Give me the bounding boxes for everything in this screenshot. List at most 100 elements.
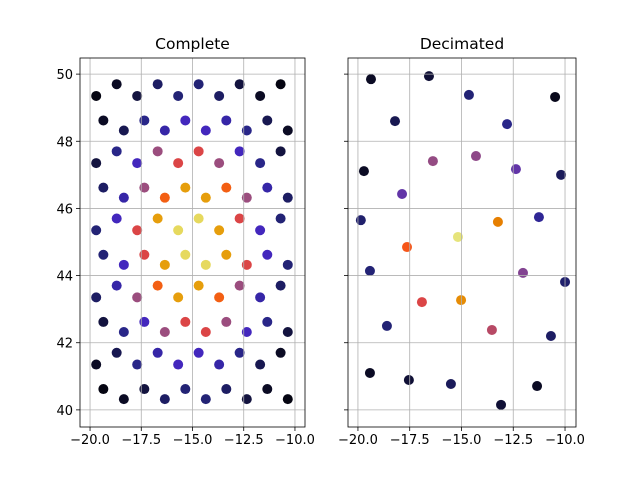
point bbox=[214, 90, 225, 101]
point bbox=[118, 326, 129, 337]
point bbox=[241, 259, 252, 270]
x-tick-label: −17.5 bbox=[121, 433, 161, 448]
point bbox=[193, 280, 204, 291]
point bbox=[111, 347, 122, 358]
point bbox=[118, 125, 129, 136]
points bbox=[91, 79, 293, 405]
point bbox=[200, 394, 211, 405]
point bbox=[159, 326, 170, 337]
point bbox=[452, 231, 463, 242]
point bbox=[241, 192, 252, 203]
point bbox=[221, 249, 232, 260]
point bbox=[423, 71, 434, 82]
point bbox=[139, 115, 150, 126]
point bbox=[98, 182, 109, 193]
point bbox=[262, 182, 273, 193]
point bbox=[221, 182, 232, 193]
point bbox=[132, 292, 143, 303]
point bbox=[275, 79, 286, 90]
y-tick-label: 46 bbox=[56, 202, 73, 217]
subplot-title: Complete bbox=[155, 35, 230, 53]
point bbox=[91, 225, 102, 236]
point bbox=[234, 146, 245, 157]
point bbox=[180, 316, 191, 327]
point bbox=[282, 125, 293, 136]
point bbox=[445, 379, 456, 390]
point bbox=[262, 316, 273, 327]
point bbox=[492, 216, 503, 227]
point bbox=[456, 295, 467, 306]
point bbox=[132, 90, 143, 101]
point bbox=[132, 158, 143, 169]
point bbox=[381, 320, 392, 331]
point bbox=[173, 225, 184, 236]
point bbox=[98, 249, 109, 260]
point bbox=[214, 292, 225, 303]
point bbox=[193, 213, 204, 224]
point bbox=[255, 359, 266, 370]
point bbox=[180, 384, 191, 395]
point bbox=[390, 116, 401, 127]
point bbox=[159, 394, 170, 405]
point bbox=[111, 280, 122, 291]
point bbox=[403, 374, 414, 385]
point bbox=[358, 166, 369, 177]
point bbox=[241, 394, 252, 405]
point bbox=[98, 316, 109, 327]
y-tick-label: 48 bbox=[56, 135, 73, 150]
point bbox=[173, 158, 184, 169]
point bbox=[510, 164, 521, 175]
point bbox=[275, 347, 286, 358]
point bbox=[139, 182, 150, 193]
point bbox=[221, 384, 232, 395]
point bbox=[200, 192, 211, 203]
x-tick-label: −15.0 bbox=[173, 433, 213, 448]
point bbox=[98, 384, 109, 395]
point bbox=[416, 297, 427, 308]
y-tick-label: 40 bbox=[56, 404, 73, 419]
point bbox=[152, 280, 163, 291]
axes-frame bbox=[347, 57, 577, 428]
point bbox=[91, 359, 102, 370]
point bbox=[255, 90, 266, 101]
point bbox=[427, 156, 438, 167]
x-tick-label: −17.5 bbox=[390, 433, 430, 448]
point bbox=[152, 347, 163, 358]
point bbox=[255, 292, 266, 303]
point bbox=[200, 125, 211, 136]
x-tick-label: −10.0 bbox=[275, 433, 315, 448]
point bbox=[180, 115, 191, 126]
point bbox=[152, 213, 163, 224]
point bbox=[214, 225, 225, 236]
point bbox=[241, 326, 252, 337]
point bbox=[221, 316, 232, 327]
x-tick-label: −20.0 bbox=[70, 433, 110, 448]
point bbox=[91, 158, 102, 169]
point bbox=[275, 146, 286, 157]
x-tick-label: −12.5 bbox=[224, 433, 264, 448]
axes-frame bbox=[79, 57, 306, 428]
point bbox=[470, 151, 481, 162]
point bbox=[139, 249, 150, 260]
point bbox=[173, 292, 184, 303]
point bbox=[533, 212, 544, 223]
points bbox=[355, 71, 571, 410]
point bbox=[132, 225, 143, 236]
point bbox=[282, 326, 293, 337]
point bbox=[139, 316, 150, 327]
point bbox=[152, 146, 163, 157]
point bbox=[550, 91, 561, 102]
point bbox=[132, 359, 143, 370]
point bbox=[234, 213, 245, 224]
point bbox=[159, 259, 170, 270]
point bbox=[355, 215, 366, 226]
point bbox=[111, 79, 122, 90]
point bbox=[502, 119, 513, 130]
point bbox=[262, 384, 273, 395]
point bbox=[255, 158, 266, 169]
point bbox=[180, 249, 191, 260]
point bbox=[486, 324, 497, 335]
point bbox=[282, 394, 293, 405]
